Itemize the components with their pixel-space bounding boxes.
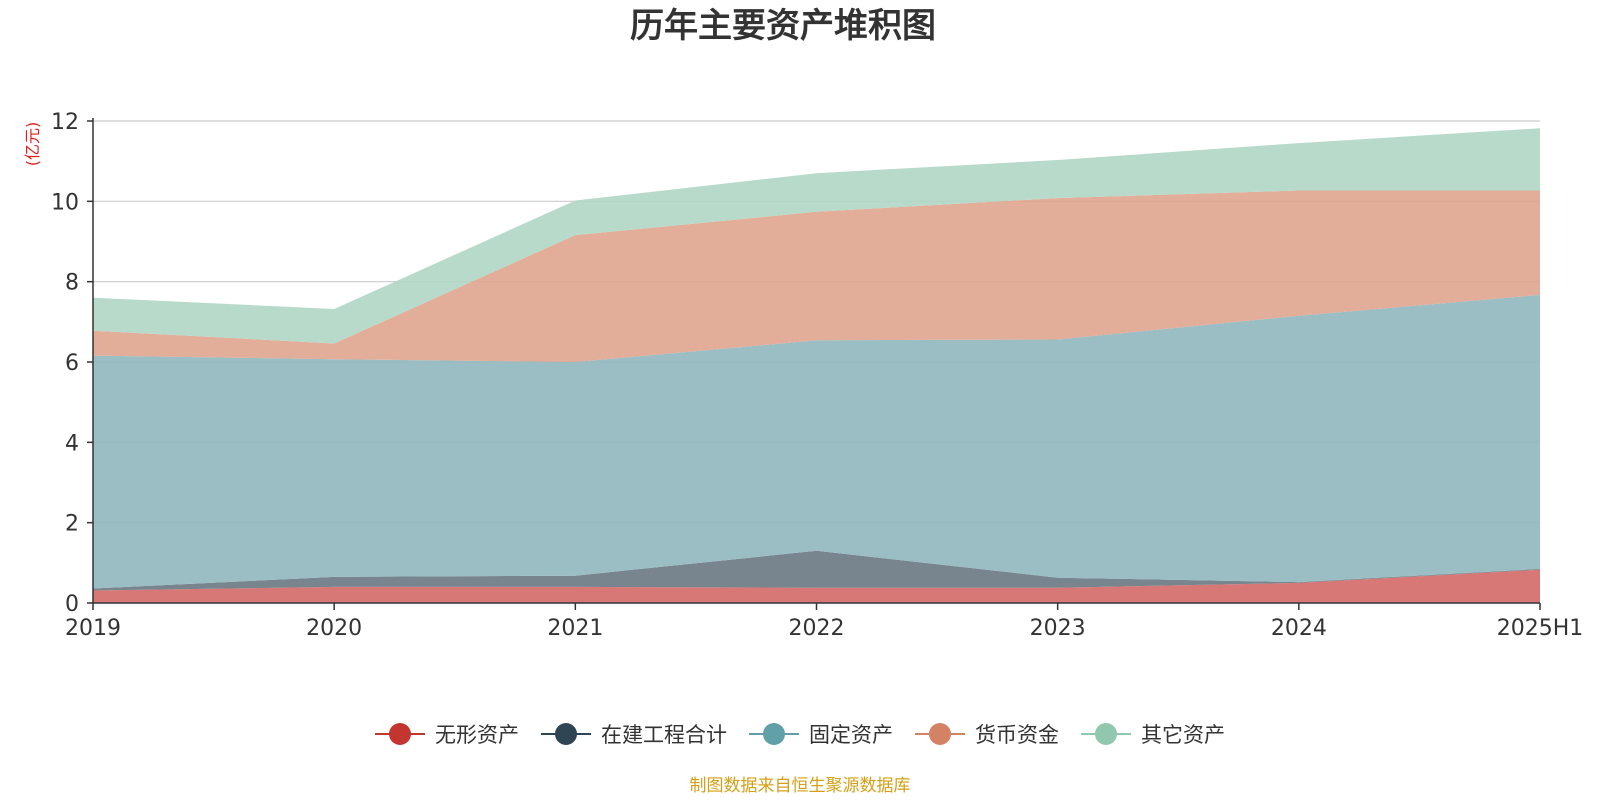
- stacked-areas: [93, 128, 1540, 603]
- legend-item-4: 货币资金: [915, 723, 1059, 747]
- legend-item-3: 固定资产: [749, 723, 893, 747]
- legend-item-2: 在建工程合计: [541, 723, 727, 747]
- legend-label: 货币资金: [975, 723, 1059, 747]
- legend: 无形资产 在建工程合计 固定资产 货币资金 其它资产: [375, 723, 1225, 747]
- y-tick-label: 4: [65, 431, 79, 456]
- legend-label: 在建工程合计: [601, 723, 727, 747]
- x-tick-label: 2021: [547, 616, 603, 641]
- y-tick-label: 12: [51, 110, 79, 135]
- y-tick-label: 2: [65, 512, 79, 537]
- axes: 0 2 4 6 8 10 12 2019 2020 2021 2022 2023 2024 2025H1: [51, 110, 1583, 641]
- x-tick-label: 2020: [306, 616, 362, 641]
- x-tick-label: 2019: [65, 616, 121, 641]
- legend-item-1: 无形资产: [375, 723, 519, 747]
- chart-title: 历年主要资产堆积图: [630, 6, 936, 46]
- x-tick-label: 2025H1: [1497, 616, 1584, 641]
- y-tick-label: 0: [65, 592, 79, 617]
- y-tick-label: 6: [65, 351, 79, 376]
- legend-item-5: 其它资产: [1081, 723, 1225, 747]
- legend-label: 无形资产: [435, 723, 519, 747]
- legend-circle-marker: [763, 723, 785, 745]
- x-tick-label: 2023: [1030, 616, 1086, 641]
- legend-circle-marker: [929, 723, 951, 745]
- x-tick-label: 2024: [1271, 616, 1327, 641]
- legend-label: 固定资产: [809, 723, 893, 747]
- legend-circle-marker: [1095, 723, 1117, 745]
- legend-circle-marker: [555, 723, 577, 745]
- legend-label: 其它资产: [1141, 723, 1225, 747]
- y-axis-unit-label: (亿元): [23, 122, 42, 167]
- y-tick-label: 10: [51, 190, 79, 215]
- area-series-1: [93, 569, 1540, 603]
- area-series-3: [93, 294, 1540, 589]
- area-series-5: [93, 128, 1540, 344]
- data-source-note: 制图数据来自恒生聚源数据库: [690, 776, 911, 796]
- area-series-4: [93, 190, 1540, 362]
- legend-circle-marker: [389, 723, 411, 745]
- x-tick-label: 2022: [789, 616, 845, 641]
- y-tick-label: 8: [65, 271, 79, 296]
- area-series-2: [93, 550, 1540, 591]
